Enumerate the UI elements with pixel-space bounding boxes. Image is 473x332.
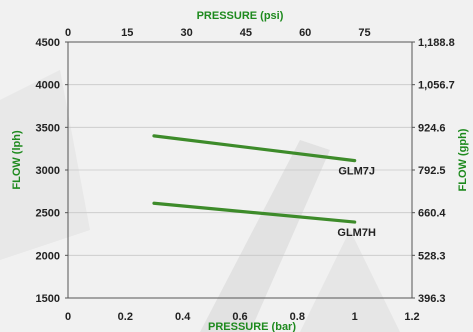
left-tick-label: 4500 bbox=[36, 37, 60, 49]
series-label-glm7j: GLM7J bbox=[338, 166, 375, 178]
bottom-tick-label: 0.6 bbox=[232, 311, 247, 323]
top-tick-label: 15 bbox=[121, 27, 133, 39]
bottom-tick-label: 0.4 bbox=[175, 311, 191, 323]
top-axis-title: PRESSURE (psi) bbox=[197, 10, 284, 22]
right-tick-label: 1,188.8 bbox=[418, 37, 455, 49]
bottom-tick-label: 0.8 bbox=[290, 311, 305, 323]
bottom-tick-label: 0.2 bbox=[118, 311, 133, 323]
bottom-tick-label: 1 bbox=[352, 311, 358, 323]
right-axis-title: FLOW (gph) bbox=[457, 128, 469, 191]
right-tick-label: 660.4 bbox=[418, 208, 446, 220]
series-line-glm7j bbox=[152, 134, 357, 163]
left-tick-label: 3000 bbox=[36, 165, 60, 177]
watermark-shape-2 bbox=[300, 230, 400, 332]
top-tick-label: 75 bbox=[358, 27, 370, 39]
top-tick-label: 0 bbox=[65, 27, 71, 39]
right-tick-label: 396.3 bbox=[418, 293, 446, 305]
series-line-glm7h bbox=[152, 201, 357, 224]
bottom-axis-title: PRESSURE (bar) bbox=[208, 321, 296, 332]
top-tick-label: 30 bbox=[180, 27, 192, 39]
series-label-glm7h: GLM7H bbox=[337, 227, 376, 239]
left-tick-label: 2500 bbox=[36, 208, 60, 220]
bottom-tick-label: 1.2 bbox=[404, 311, 419, 323]
right-tick-label: 1,056.7 bbox=[418, 80, 455, 92]
left-tick-label: 4000 bbox=[36, 80, 60, 92]
top-tick-label: 45 bbox=[240, 27, 252, 39]
right-tick-label: 792.5 bbox=[418, 165, 446, 177]
left-axis-title: FLOW (lph) bbox=[11, 130, 23, 190]
watermark-shape bbox=[200, 140, 330, 332]
right-tick-label: 924.6 bbox=[418, 122, 446, 134]
right-tick-label: 528.3 bbox=[418, 250, 446, 262]
left-tick-label: 3500 bbox=[36, 122, 60, 134]
left-tick-label: 2000 bbox=[36, 250, 60, 262]
bottom-tick-label: 0 bbox=[65, 311, 71, 323]
left-tick-label: 1500 bbox=[36, 293, 60, 305]
top-tick-label: 60 bbox=[299, 27, 311, 39]
